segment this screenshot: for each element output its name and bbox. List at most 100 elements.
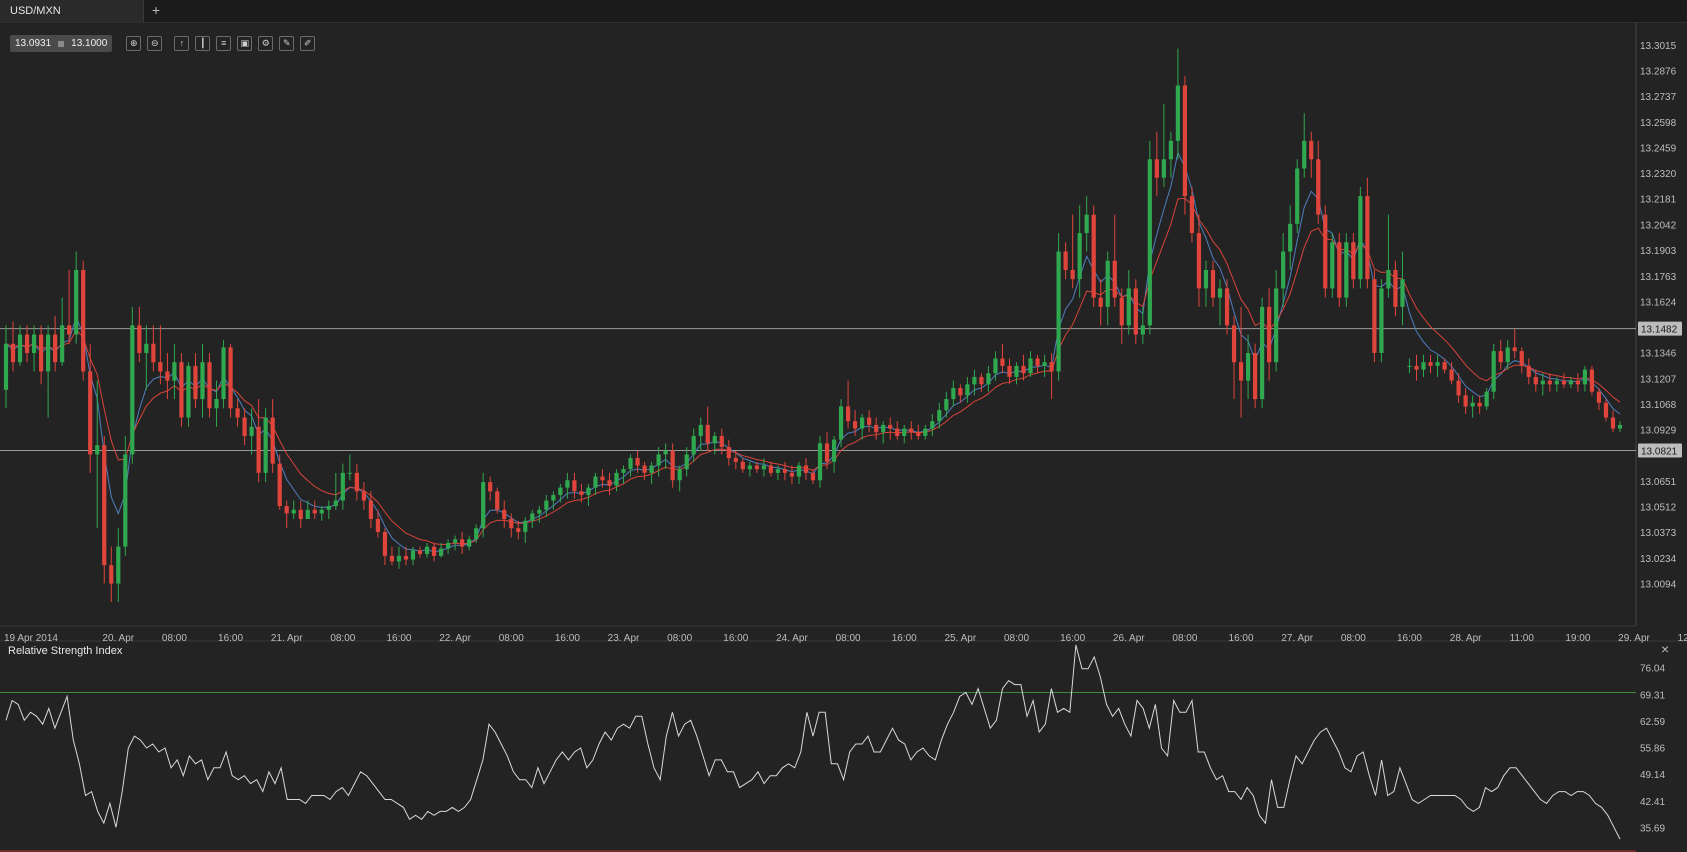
candle-body: [916, 432, 921, 436]
candle-body: [558, 487, 563, 496]
candle-body: [810, 472, 816, 481]
candle-body: [1238, 362, 1244, 381]
candle-chart-icon[interactable]: ┃: [195, 36, 211, 51]
candle-body: [60, 325, 65, 363]
candle-body: [677, 469, 682, 481]
candle-body: [38, 334, 44, 372]
time-tick-label: 23. Apr: [608, 633, 640, 644]
add-tab-button[interactable]: +: [151, 2, 161, 18]
candle-body: [979, 376, 984, 385]
candle-body: [438, 548, 444, 556]
candle-body: [24, 334, 30, 353]
candle-body: [277, 463, 282, 507]
candle-body: [1245, 352, 1251, 381]
indicators-icon[interactable]: ≡: [216, 36, 232, 51]
candle-body: [1477, 402, 1482, 407]
candle-body: [838, 406, 844, 440]
candlesticks[interactable]: [3, 48, 1623, 602]
candle-body: [130, 325, 135, 455]
price-marker: [1638, 443, 1682, 458]
candle-body: [586, 487, 591, 496]
price-tick-label: 13.1207: [1640, 374, 1677, 385]
candle-body: [509, 518, 514, 529]
time-tick-label: 08:00: [499, 633, 524, 644]
candle-body: [1428, 362, 1433, 366]
time-tick-label: 16:00: [1397, 633, 1422, 644]
candle-body: [1603, 402, 1609, 418]
candle-body: [726, 447, 731, 459]
candle-body: [1617, 424, 1623, 429]
time-tick-label: 20. Apr: [102, 633, 134, 644]
candle-body: [1196, 233, 1202, 289]
candle-body: [270, 417, 275, 464]
time-tick-label: 08:00: [330, 633, 355, 644]
settings-icon[interactable]: ⚙: [258, 36, 274, 51]
candle-body: [382, 531, 388, 556]
candle-body: [1407, 365, 1412, 367]
candle-body: [123, 454, 128, 547]
tab-label: USD/MXN: [10, 5, 61, 17]
time-tick-label: 16:00: [1229, 633, 1254, 644]
candle-body: [565, 480, 570, 488]
zoom-out-icon[interactable]: ⊖: [147, 36, 163, 51]
candle-body: [944, 399, 949, 411]
zoom-in-icon[interactable]: ⊕: [126, 36, 142, 51]
candle-body: [551, 495, 556, 501]
rsi-title: Relative Strength Index: [8, 645, 123, 657]
candle-body: [1554, 380, 1559, 385]
candle-body: [488, 482, 493, 492]
candle-body: [593, 476, 598, 488]
candle-body: [144, 343, 149, 353]
candle-body: [1133, 288, 1138, 335]
tab-usd-mxn[interactable]: USD/MXN: [0, 0, 144, 22]
line-chart-icon[interactable]: ↑: [174, 36, 190, 51]
candle-body: [1575, 380, 1581, 385]
candle-body: [740, 461, 745, 470]
time-tick-label: 16:00: [1060, 633, 1085, 644]
candle-body: [1365, 196, 1370, 280]
chart-area[interactable]: 13.3015 13.2876 13.2737 13.2598 13.2459 13.23…: [0, 22, 1687, 852]
candle-body: [263, 417, 268, 473]
price-tick-label: 13.1068: [1640, 400, 1677, 411]
candle-body: [986, 373, 991, 385]
candle-body: [1217, 288, 1223, 298]
draw-icon[interactable]: ✎: [279, 36, 295, 51]
candle-body: [937, 410, 942, 422]
candle-body: [761, 465, 766, 470]
candle-body: [221, 347, 226, 400]
candle-body: [1393, 269, 1398, 307]
candle-body: [712, 435, 717, 444]
candle-body: [1077, 233, 1082, 280]
time-tick-label: 21. Apr: [271, 633, 303, 644]
time-tick-label: 19:00: [1565, 633, 1590, 644]
time-tick-label: 16:00: [892, 633, 917, 644]
rsi-tick-label: 76.04: [1640, 664, 1665, 675]
candle-body: [1267, 306, 1272, 363]
candle-body: [635, 458, 640, 466]
candle-body: [193, 365, 198, 400]
candle-body: [172, 362, 177, 381]
candle-body: [1224, 288, 1230, 326]
price-tick-label: 13.2181: [1640, 195, 1677, 206]
pencil-icon[interactable]: ✐: [300, 36, 316, 51]
close-icon[interactable]: ×: [1661, 641, 1670, 657]
time-tick-label: 28. Apr: [1450, 633, 1482, 644]
time-tick-label: 27. Apr: [1281, 633, 1313, 644]
ask-price: 13.1000: [71, 38, 108, 49]
candle-body: [1449, 369, 1454, 381]
candle-body: [923, 428, 928, 436]
candle-body: [1119, 297, 1124, 326]
candle-body: [1442, 362, 1447, 370]
candle-body: [649, 465, 654, 473]
template-icon[interactable]: ▣: [237, 36, 253, 51]
price-marker-label: 13.0821: [1641, 447, 1678, 458]
candle-body: [1526, 365, 1531, 377]
candle-body: [1463, 395, 1468, 407]
candle-body: [1056, 251, 1061, 372]
time-tick-label: 26. Apr: [1113, 633, 1145, 644]
candle-body: [1126, 288, 1131, 326]
candle-body: [600, 476, 605, 481]
moving-average-line: [5, 197, 1621, 546]
candle-body: [796, 465, 802, 477]
candle-body: [958, 388, 963, 396]
